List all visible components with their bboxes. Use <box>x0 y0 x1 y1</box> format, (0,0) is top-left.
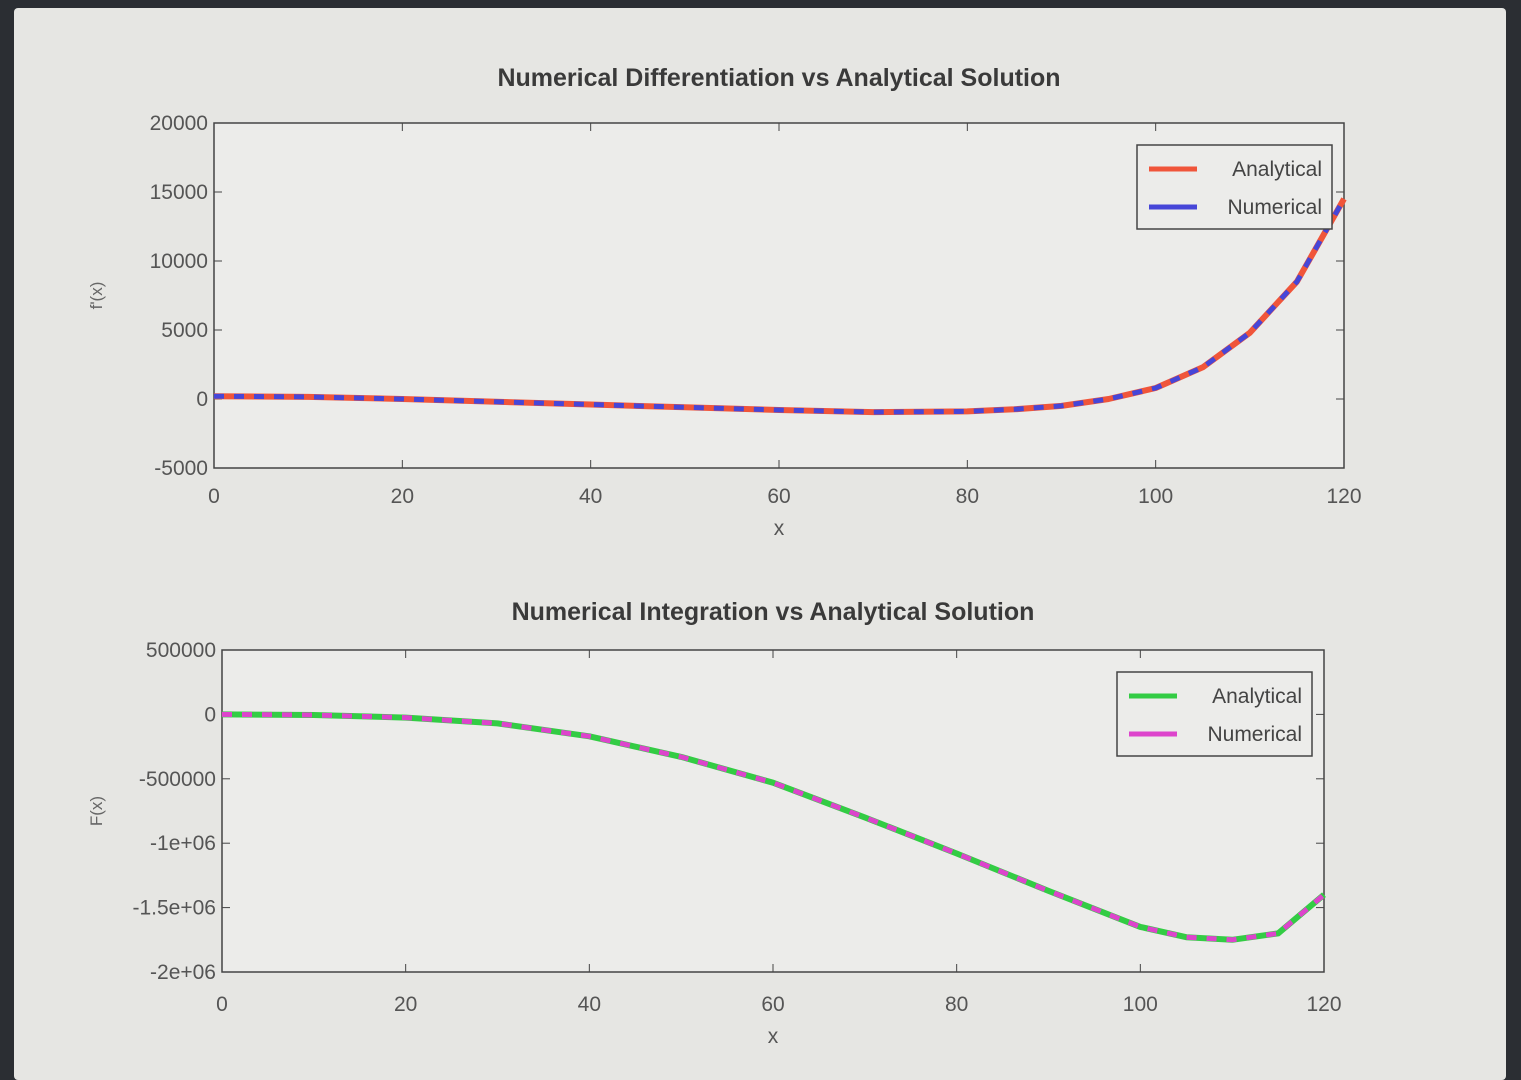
data-point-numerical <box>1185 936 1187 938</box>
x-tick-label: 60 <box>767 485 790 508</box>
screen-frame: Numerical Differentiation vs Analytical … <box>14 8 1506 1080</box>
legend-box <box>1136 144 1333 230</box>
data-point-numerical <box>1155 387 1157 389</box>
x-axis-label: x <box>768 1025 779 1048</box>
legend-label: Numerical <box>1207 723 1302 746</box>
data-point-numerical <box>1323 894 1325 896</box>
data-point-numerical <box>405 717 407 719</box>
x-tick-label: 100 <box>1123 993 1158 1016</box>
legend: Analytical Numerical <box>1116 671 1313 757</box>
y-tick-label: 0 <box>204 703 216 726</box>
x-tick-label: 100 <box>1138 485 1173 508</box>
legend-label: Analytical <box>1212 685 1302 708</box>
legend-box <box>1116 671 1313 757</box>
data-point-numerical <box>680 756 682 758</box>
y-tick-label: 20000 <box>150 112 208 135</box>
y-tick-label: 15000 <box>150 181 208 204</box>
data-point-numerical <box>402 398 404 400</box>
x-tick-label: 60 <box>761 993 784 1016</box>
x-tick-label: 40 <box>579 485 602 508</box>
y-tick-label: 10000 <box>150 250 208 273</box>
data-point-numerical <box>1277 933 1279 935</box>
data-point-numerical <box>497 723 499 725</box>
data-point-numerical <box>864 817 866 819</box>
chart-canvas: Numerical Differentiation vs Analytical … <box>87 64 1362 1048</box>
data-point-numerical <box>1249 332 1251 334</box>
chart-title: Numerical Differentiation vs Analytical … <box>497 64 1060 92</box>
y-tick-label: 0 <box>196 388 208 411</box>
data-point-numerical <box>956 853 958 855</box>
legend-label: Numerical <box>1227 196 1322 219</box>
series-line-analytical <box>213 197 1347 416</box>
y-tick-label: 5000 <box>161 319 208 342</box>
y-tick-label: -500000 <box>139 768 216 791</box>
x-tick-label: 120 <box>1306 993 1341 1016</box>
data-point-numerical <box>967 411 969 413</box>
x-tick-label: 20 <box>391 485 414 508</box>
x-tick-label: 80 <box>956 485 979 508</box>
data-point-numerical <box>221 714 223 716</box>
y-tick-label: -2e+06 <box>150 961 216 984</box>
data-point-numerical <box>1343 198 1345 200</box>
chart-1: Numerical Differentiation vs Analytical … <box>87 64 1362 540</box>
data-point-numerical <box>1140 926 1142 928</box>
y-tick-label: -5000 <box>154 457 208 480</box>
data-point-numerical <box>1014 409 1016 411</box>
x-tick-label: 0 <box>216 993 228 1016</box>
data-point-numerical <box>307 396 309 398</box>
y-axis-label: f'(x) <box>87 282 106 310</box>
x-tick-label: 120 <box>1326 485 1361 508</box>
x-tick-label: 80 <box>945 993 968 1016</box>
chart-title: Numerical Integration vs Analytical Solu… <box>512 598 1035 626</box>
series-line-analytical <box>221 711 1326 943</box>
x-axis-label: x <box>774 517 785 540</box>
data-point-numerical <box>1296 281 1298 283</box>
data-point-numerical <box>872 411 874 413</box>
y-axis-label: F(x) <box>87 796 106 826</box>
data-point-numerical <box>313 714 315 716</box>
legend-label: Analytical <box>1232 158 1322 181</box>
data-point-numerical <box>496 401 498 403</box>
data-point-numerical <box>684 406 686 408</box>
data-point-numerical <box>213 395 215 397</box>
legend: Analytical Numerical <box>1136 144 1333 230</box>
data-point-numerical <box>772 782 774 784</box>
data-point-numerical <box>589 735 591 737</box>
x-tick-label: 20 <box>394 993 417 1016</box>
y-tick-label: -1.5e+06 <box>133 897 217 920</box>
data-point-numerical <box>1202 366 1204 368</box>
data-point-numerical <box>590 404 592 406</box>
y-tick-label: -1e+06 <box>150 832 216 855</box>
data-point-numerical <box>1231 939 1233 941</box>
chart-2: Numerical Integration vs Analytical Solu… <box>87 598 1342 1048</box>
data-point-numerical <box>778 409 780 411</box>
data-point-numerical <box>1061 405 1063 407</box>
data-point-numerical <box>1108 398 1110 400</box>
x-tick-label: 0 <box>208 485 220 508</box>
data-point-numerical <box>1048 890 1050 892</box>
x-tick-label: 40 <box>578 993 601 1016</box>
y-tick-label: 500000 <box>146 639 216 662</box>
